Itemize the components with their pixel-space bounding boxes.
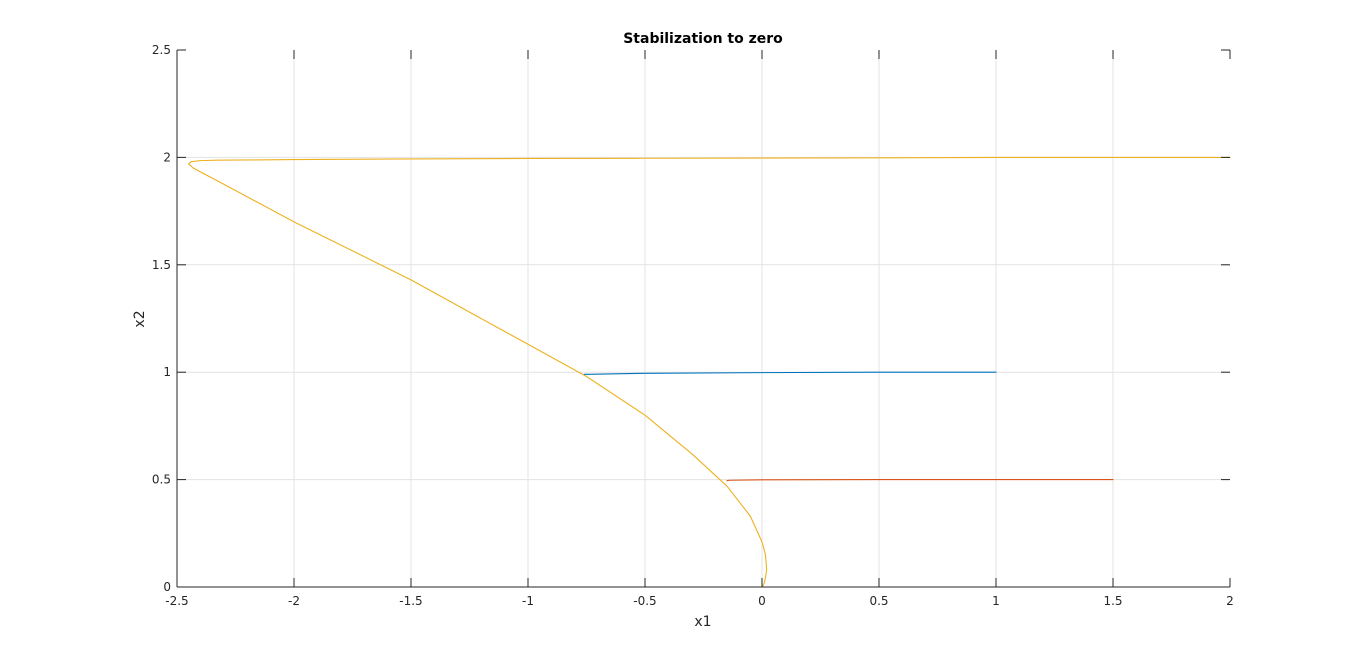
series-line-1 (583, 371, 997, 375)
series-line-2 (726, 479, 1114, 482)
x-tick-label: -1 (522, 594, 534, 608)
x-tick-label: 0 (758, 594, 766, 608)
chart-title: Stabilization to zero (623, 31, 783, 47)
x-tick-label: -2.5 (165, 594, 188, 608)
y-axis-label: x2 (132, 310, 148, 327)
y-tick-label: 1.5 (152, 258, 171, 272)
y-tick-label: 1 (163, 365, 171, 379)
series-line-3 (188, 156, 1231, 588)
y-tick-label: 2 (163, 150, 171, 164)
plot-background (177, 50, 1230, 587)
x-tick-label: 2 (1226, 594, 1234, 608)
y-tick-label: 0.5 (152, 473, 171, 487)
ticks: -2.5 -2 -1.5 -1 -0.5 0 0.5 1 1.5 2 0 0.5 1 1.5 2 2.5 (152, 43, 1234, 608)
x-tick-label: 1.5 (1103, 594, 1122, 608)
series-layer (188, 156, 1231, 588)
x-tick-label: -0.5 (633, 594, 656, 608)
x-tick-label: 0.5 (869, 594, 888, 608)
x-tick-label: -1.5 (399, 594, 422, 608)
x-tick-label: -2 (288, 594, 300, 608)
y-tick-label: 0 (163, 580, 171, 594)
y-tick-label: 2.5 (152, 43, 171, 57)
x-axis-label: x1 (694, 614, 711, 630)
axes (176, 50, 1230, 588)
x-tick-label: 1 (992, 594, 1000, 608)
